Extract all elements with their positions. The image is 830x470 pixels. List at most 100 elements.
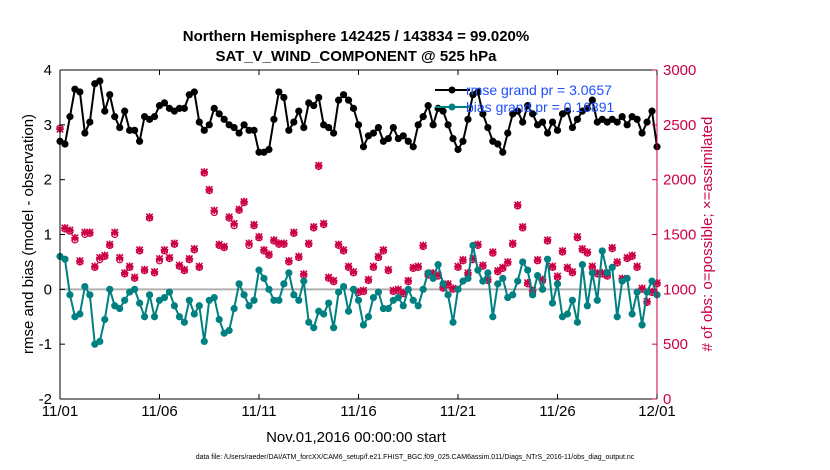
obs-assimilated-point <box>374 252 383 261</box>
bias-point <box>409 296 417 304</box>
right-y-tick-label: 2500 <box>663 117 696 134</box>
x-axis-ticks: 11/01 11/06 11/11 11/16 11/21 11/26 12/01 <box>42 70 676 420</box>
obs-assimilated-point <box>86 228 94 237</box>
bias-point <box>643 288 651 296</box>
bias-point <box>444 291 452 299</box>
bias-point <box>608 263 616 271</box>
bias-point <box>325 299 333 307</box>
obs-assimilated-point <box>299 270 308 278</box>
obs-assimilated-point <box>130 273 139 282</box>
rmse-point <box>235 129 243 137</box>
rmse-point <box>563 107 572 115</box>
bias-point <box>285 269 293 277</box>
obs-assimilated-point <box>613 258 621 266</box>
bias-point <box>101 315 109 324</box>
legend-rmse-label: rmse grand pr = 3.0657 <box>466 82 612 98</box>
obs-assimilated-point <box>419 241 427 250</box>
obs-assimilated-point <box>215 240 223 249</box>
rmse-point <box>195 118 203 126</box>
rmse-point <box>240 121 248 129</box>
obs-assimilated-point <box>205 185 214 194</box>
obs-assimilated-point <box>280 239 288 248</box>
x-tick-label: 12/01 <box>638 403 676 420</box>
x-axis-label: Nov.01,2016 00:00:00 start <box>266 429 447 446</box>
rmse-point <box>369 129 378 137</box>
bias-point <box>364 313 373 321</box>
rmse-point <box>106 91 114 99</box>
obs-assimilated-point <box>260 246 268 254</box>
rmse-point <box>618 113 626 121</box>
chart-title-line2: SAT_V_WIND_COMPONENT @ 525 hPa <box>215 48 497 65</box>
obs-assimilated-point <box>394 285 403 294</box>
obs-assimilated-point <box>568 267 577 276</box>
obs-assimilated-point <box>145 213 154 221</box>
obs-assimilated-point <box>66 226 74 234</box>
obs-assimilated-point <box>76 257 84 265</box>
obs-assimilated-point <box>449 284 457 293</box>
x-tick-label: 11/16 <box>340 403 376 420</box>
bias-point <box>265 285 273 293</box>
bias-point <box>399 302 407 310</box>
x-tick-label: 11/01 <box>42 403 78 420</box>
obs-assimilated-point <box>245 239 253 248</box>
rmse-point <box>295 107 303 115</box>
obs-assimilated-point <box>195 262 204 271</box>
bias-point <box>106 285 114 293</box>
obs-assimilated-point <box>469 254 477 263</box>
obs-assimilated-point <box>409 263 418 272</box>
bias-point <box>235 280 243 288</box>
data-file-footer: data file: /Users/raeder/DAI/ATM_forcXX/… <box>196 454 635 461</box>
obs-assimilated-point <box>250 220 258 229</box>
bias-point <box>404 285 412 293</box>
rmse-point <box>250 126 258 134</box>
obs-assimilated-point <box>404 276 413 285</box>
rmse-point <box>573 115 582 123</box>
bias-point <box>210 293 218 302</box>
bias-point <box>494 280 502 288</box>
rmse-point <box>439 107 447 115</box>
bias-point <box>524 266 532 274</box>
bias-point <box>489 313 497 321</box>
bias-point <box>255 266 263 274</box>
rmse-point <box>275 88 283 96</box>
bias-point <box>568 296 577 304</box>
rmse-point <box>568 123 577 132</box>
left-y-tick-label: 0 <box>44 281 52 298</box>
obs-assimilated-point <box>275 239 283 248</box>
obs-assimilated-point <box>474 240 482 249</box>
bias-point <box>185 296 193 304</box>
legend-bias-label: bias grand pr = 0.16891 <box>466 99 614 115</box>
obs-assimilated-point <box>648 287 656 296</box>
obs-assimilated-point <box>558 247 567 255</box>
rmse-point <box>210 104 218 112</box>
bias-point <box>250 296 258 304</box>
rmse-point <box>543 129 552 137</box>
rmse-point <box>76 88 84 96</box>
obs-assimilated-point <box>643 297 651 306</box>
obs-assimilated-point <box>354 287 363 296</box>
rmse-point <box>290 118 298 126</box>
bias-point <box>190 310 198 318</box>
rmse-point <box>215 110 223 118</box>
bias-point <box>588 269 596 277</box>
obs-assimilated-point <box>538 275 547 284</box>
legend-rmse-marker <box>448 86 456 94</box>
rmse-point <box>553 126 562 134</box>
rmse-point <box>449 134 457 143</box>
obs-assimilated-point <box>135 246 144 254</box>
bias-point <box>339 282 348 291</box>
obs-assimilated-point <box>125 262 134 271</box>
bias-point <box>434 261 442 269</box>
bias-point <box>349 285 358 293</box>
left-y-axis-ticks: -2 -1 0 1 2 3 4 <box>39 62 65 408</box>
rmse-point <box>101 107 109 115</box>
rmse-point <box>454 145 462 154</box>
obs-assimilated-point <box>240 197 248 206</box>
obs-assimilated-point <box>140 265 149 274</box>
right-y-axis-ticks: 0 500 1000 1500 2000 2500 3000 <box>652 62 696 408</box>
bias-point <box>484 269 492 277</box>
obs-assimilated-point <box>324 273 333 282</box>
obs-assimilated-point <box>533 255 542 264</box>
bias-point <box>160 293 169 302</box>
